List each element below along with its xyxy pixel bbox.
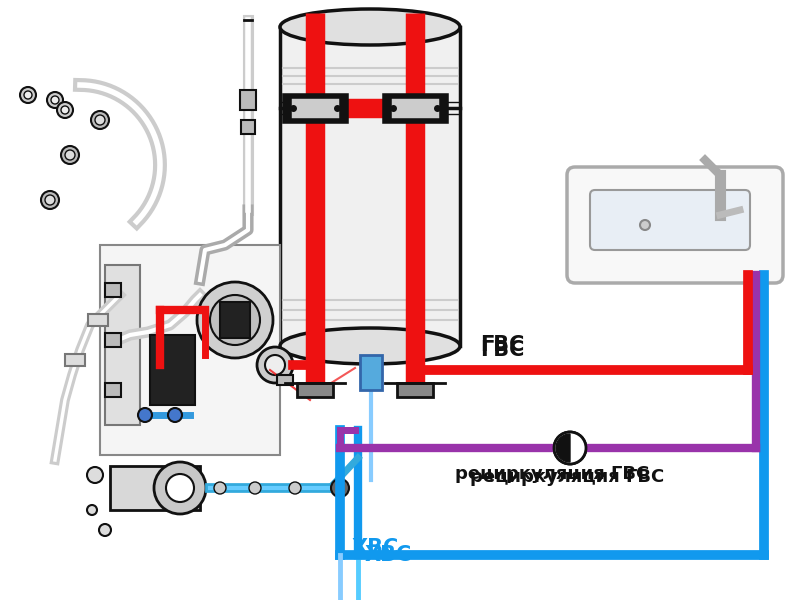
- Circle shape: [41, 191, 59, 209]
- Circle shape: [265, 355, 285, 375]
- Bar: [277, 375, 293, 385]
- Circle shape: [210, 295, 260, 345]
- Circle shape: [168, 408, 182, 422]
- Bar: [360, 355, 382, 390]
- Circle shape: [166, 474, 194, 502]
- Bar: [241, 120, 255, 134]
- Circle shape: [57, 102, 73, 118]
- Circle shape: [223, 308, 247, 332]
- Wedge shape: [556, 434, 570, 462]
- FancyBboxPatch shape: [567, 167, 783, 283]
- Circle shape: [87, 467, 103, 483]
- Circle shape: [20, 87, 36, 103]
- Text: рециркуляция ГВС: рециркуляция ГВС: [470, 468, 664, 486]
- Bar: [110, 466, 200, 510]
- Bar: [150, 335, 195, 405]
- Circle shape: [554, 432, 586, 464]
- Circle shape: [257, 347, 293, 383]
- Wedge shape: [556, 434, 570, 462]
- Ellipse shape: [280, 328, 460, 364]
- Circle shape: [47, 92, 63, 108]
- Text: ГВС: ГВС: [480, 340, 524, 360]
- Text: ХВС: ХВС: [365, 545, 412, 565]
- Circle shape: [197, 282, 273, 358]
- Bar: [297, 383, 333, 397]
- FancyBboxPatch shape: [590, 190, 750, 250]
- Circle shape: [154, 462, 206, 514]
- Ellipse shape: [280, 9, 460, 45]
- Bar: [397, 383, 433, 397]
- Bar: [220, 302, 250, 338]
- Circle shape: [99, 524, 111, 536]
- Circle shape: [95, 115, 105, 125]
- Circle shape: [45, 195, 55, 205]
- Bar: [105, 283, 121, 297]
- Text: рециркуляция ГВС: рециркуляция ГВС: [455, 465, 650, 483]
- Circle shape: [289, 482, 301, 494]
- Circle shape: [640, 220, 650, 230]
- Bar: [65, 354, 85, 366]
- Circle shape: [65, 150, 75, 160]
- Bar: [105, 333, 121, 347]
- Circle shape: [87, 505, 97, 515]
- Circle shape: [249, 482, 261, 494]
- Circle shape: [214, 482, 226, 494]
- Circle shape: [61, 146, 79, 164]
- Circle shape: [138, 408, 152, 422]
- Circle shape: [61, 106, 69, 114]
- Text: ГВС: ГВС: [480, 335, 524, 355]
- Bar: [240, 90, 256, 110]
- Circle shape: [51, 96, 59, 104]
- Circle shape: [91, 111, 109, 129]
- Bar: [88, 314, 108, 326]
- Circle shape: [554, 432, 586, 464]
- Bar: [280, 27, 460, 346]
- Bar: [105, 265, 140, 425]
- Text: ХВС: ХВС: [352, 538, 399, 558]
- Bar: [100, 245, 280, 455]
- Circle shape: [331, 479, 349, 497]
- Circle shape: [24, 91, 32, 99]
- Bar: [105, 383, 121, 397]
